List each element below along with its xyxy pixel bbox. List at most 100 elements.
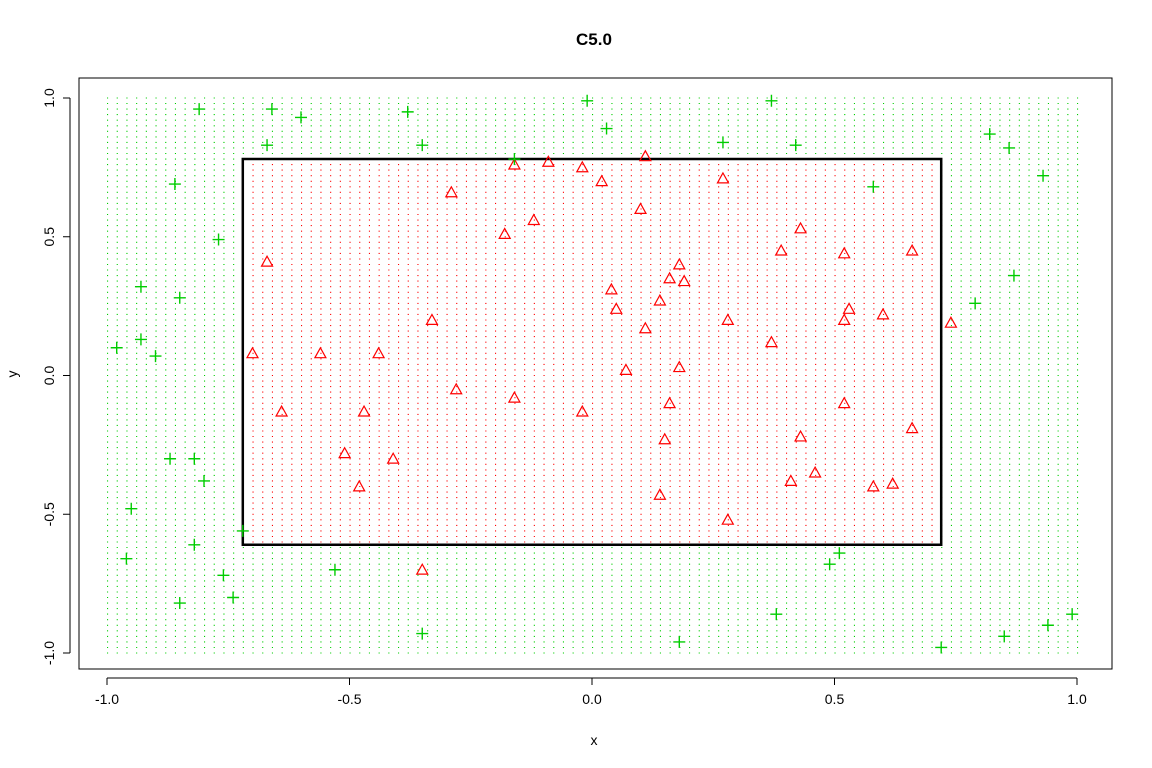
plot-frame [78,77,1113,670]
plus-point [1003,141,1016,154]
triangle-point [541,155,555,167]
triangle-point [774,243,788,256]
triangle-point [837,313,851,325]
triangle-point [352,479,366,492]
triangle-point [357,404,371,417]
triangle-point [663,271,677,284]
triangle-point [672,257,686,270]
x-tick-label: -1.0 [95,691,119,707]
x-tick-label: 0.5 [825,691,845,707]
x-tick-label: 1.0 [1067,691,1087,707]
plus-point [188,538,201,551]
x-tick-label: -0.5 [337,691,361,707]
x-axis-label: x [591,732,598,748]
triangle-point [866,479,880,492]
y-tick-label: 0.5 [41,227,57,247]
triangle-point [658,432,672,445]
decision-boundary [241,157,943,547]
plus-point [173,291,186,304]
triangle-point [672,360,686,373]
plus-point [416,627,429,640]
plus-point [295,111,307,124]
triangle-point [604,282,618,295]
plus-point [227,591,240,604]
y-axis: -1.0 -0.5 0.0 0.5 1.0 [41,88,71,665]
triangle-point [716,171,730,184]
triangle-point [609,302,623,314]
plus-point [401,105,414,118]
triangle-point [677,274,691,287]
triangle-point [794,221,808,234]
triangle-point [944,316,958,328]
plus-point [149,350,162,363]
plus-point [1037,169,1050,182]
triangle-point [837,396,851,409]
triangle-point [638,149,652,162]
plus-point [867,180,880,193]
plus-point [212,233,225,246]
triangle-point [905,243,919,256]
x-axis: -1.0 -0.5 0.0 0.5 1.0 [95,677,1087,707]
y-tick-label: 0.0 [41,366,57,386]
decision-grid [107,97,1079,654]
triangle-point [886,476,900,489]
plus-point [328,563,341,576]
plus-point [125,502,138,515]
triangle-point [313,346,327,359]
outside-region-grid [107,97,1079,654]
triangle-point [449,382,463,395]
y-tick-label: -0.5 [41,502,57,526]
triangle-point [764,335,778,348]
plus-point [1041,619,1054,632]
triangle-point [638,321,652,334]
plus-point [770,608,783,621]
triangle-point [808,465,822,478]
plus-point [120,552,133,565]
plus-point [134,280,147,293]
triangle-point [653,488,667,500]
y-axis-label: y [4,371,20,378]
triangle-point [275,404,289,417]
triangle-point [498,227,512,239]
plus-point [969,297,982,310]
plus-point [1007,269,1020,282]
triangle-point [837,246,851,259]
triangle-point [595,174,609,187]
triangle-point [619,363,633,375]
plus-point [168,178,181,191]
plus-point [998,630,1011,643]
plus-point [110,341,123,354]
plus-point [673,635,686,648]
plus-point [193,103,206,116]
triangle-point [507,390,521,403]
plus-point [416,139,429,152]
triangle-point [653,293,667,306]
triangle-point [663,396,677,409]
plus-point [1066,608,1079,621]
plus-point [236,524,249,537]
chart-title: C5.0 [576,30,612,49]
triangle-point [633,202,648,214]
plus-point [188,452,201,465]
triangle-point [575,404,589,417]
triangle-point [905,421,919,434]
triangle-point [784,474,798,486]
plus-point [198,474,210,487]
triangle-point [260,254,274,267]
plus-point [935,641,948,654]
plus-point [789,139,802,152]
plus-point [164,452,177,465]
triangle-point [794,429,808,442]
plus-point [508,153,521,166]
triangle-point [575,160,589,173]
plus-point [823,558,836,571]
plus-point [833,547,846,560]
triangle-point [425,313,439,325]
triangle-point [372,346,386,359]
plus-point [173,597,186,610]
y-tick-label: 1.0 [41,88,57,108]
plus-point [134,333,147,346]
triangle-point [415,563,429,575]
triangle-point [721,313,735,325]
